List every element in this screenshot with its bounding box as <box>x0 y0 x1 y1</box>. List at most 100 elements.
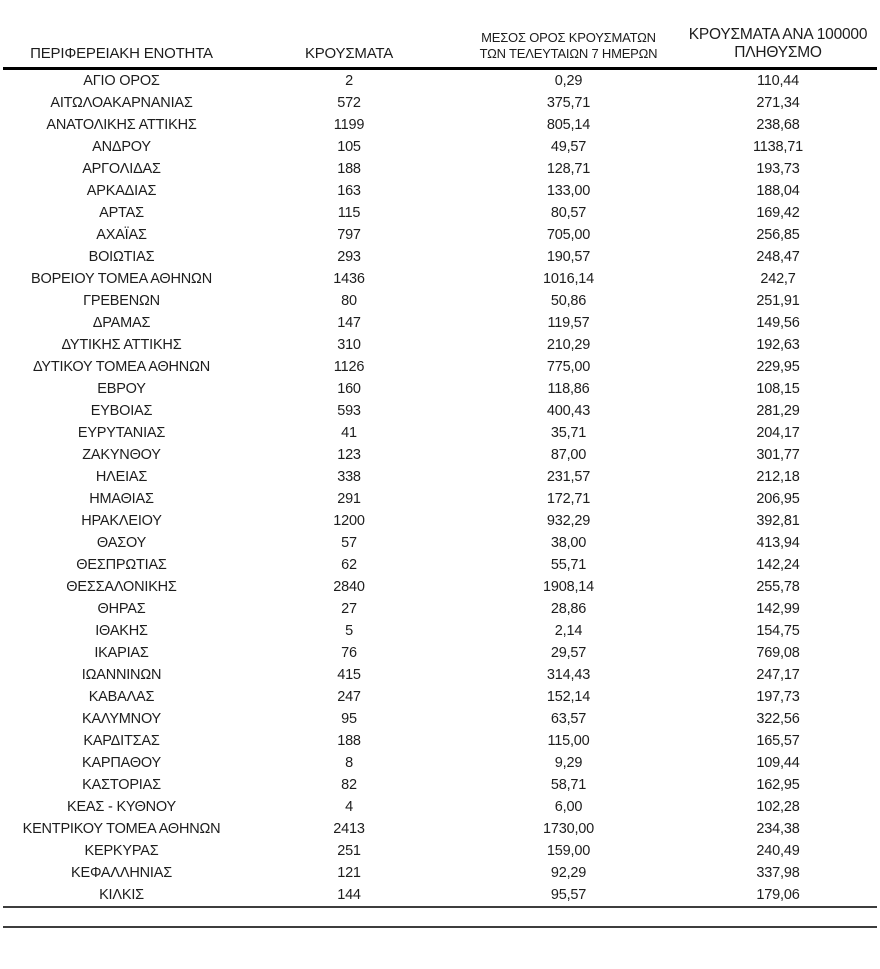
header-cases-label: ΚΡΟΥΣΜΑΤΑ <box>304 45 394 62</box>
table-row: ΒΟΙΩΤΙΑΣ 293 190,57 248,47 <box>3 246 877 268</box>
region-cell: ΑΝΑΤΟΛΙΚΗΣ ΑΤΤΙΚΗΣ <box>46 117 197 133</box>
table-row: ΗΜΑΘΙΑΣ 291 172,71 206,95 <box>3 488 877 510</box>
table-row: ΚΕΝΤΡΙΚΟΥ ΤΟΜΕΑ ΑΘΗΝΩΝ 2413 1730,00 234,… <box>3 818 877 840</box>
avg7-cell: 58,71 <box>550 777 587 793</box>
avg7-cell: 115,00 <box>547 733 590 749</box>
region-cell: ΚΕΦΑΛΛΗΝΙΑΣ <box>71 865 172 881</box>
per100k-cell: 212,18 <box>756 469 800 485</box>
avg7-cell: 118,86 <box>547 381 590 397</box>
cases-cell: 2840 <box>333 579 365 595</box>
table-row: ΒΟΡΕΙΟΥ ΤΟΜΕΑ ΑΘΗΝΩΝ 1436 1016,14 242,7 <box>3 268 877 290</box>
region-cell: ΓΡΕΒΕΝΩΝ <box>83 293 160 309</box>
avg7-cell: 63,57 <box>550 711 587 727</box>
cases-cell: 251 <box>337 843 361 859</box>
region-cell: ΑΡΤΑΣ <box>99 205 144 221</box>
per100k-cell: 179,06 <box>679 884 877 908</box>
avg7-cell: 9,29 <box>554 755 583 771</box>
region-cell: ΙΘΑΚΗΣ <box>95 623 148 639</box>
cases-cell: 188 <box>337 733 361 749</box>
table-row: ΔΥΤΙΚΟΥ ΤΟΜΕΑ ΑΘΗΝΩΝ 1126 775,00 229,95 <box>3 356 877 378</box>
avg7-cell: 28,86 <box>550 601 587 617</box>
avg7-cell: 95,57 <box>458 884 679 908</box>
avg7-cell: 775,00 <box>546 359 591 375</box>
avg7-cell: 805,14 <box>546 117 591 133</box>
per100k-cell: 149,56 <box>756 315 800 331</box>
per100k-cell: 238,68 <box>756 117 800 133</box>
region-cell: ΕΒΡΟΥ <box>97 381 146 397</box>
region-cell: ΒΟΙΩΤΙΑΣ <box>88 249 155 265</box>
cases-cell: 144 <box>240 884 458 908</box>
table-row: ΑΡΚΑΔΙΑΣ 163 133,00 188,04 <box>3 180 877 202</box>
avg7-cell: 29,57 <box>550 645 587 661</box>
table-row: ΕΥΒΟΙΑΣ 593 400,43 281,29 <box>3 400 877 422</box>
table-row: ΚΕΑΣ - ΚΥΘΝΟΥ 4 6,00 102,28 <box>3 796 877 818</box>
per100k-cell: 142,24 <box>756 557 800 573</box>
cases-cell: 247 <box>337 689 361 705</box>
header-region-label: ΠΕΡΙΦΕΡΕΙΑΚΗ ΕΝΟΤΗΤΑ <box>30 45 213 62</box>
cases-cell: 1436 <box>333 271 365 287</box>
region-cell: ΔΥΤΙΚΗΣ ΑΤΤΙΚΗΣ <box>61 337 182 353</box>
region-cell: ΚΙΛΚΙΣ <box>3 884 240 908</box>
per100k-cell: 206,95 <box>756 491 800 507</box>
table-row: ΖΑΚΥΝΘΟΥ 123 87,00 301,77 <box>3 444 877 466</box>
region-cell: ΘΕΣΣΑΛΟΝΙΚΗΣ <box>66 579 177 595</box>
avg7-cell: 35,71 <box>550 425 587 441</box>
table-row: ΑΡΤΑΣ 115 80,57 169,42 <box>3 202 877 224</box>
per100k-cell: 281,29 <box>756 403 800 419</box>
region-cell: ΘΑΣΟΥ <box>96 535 147 551</box>
per100k-cell: 193,73 <box>756 161 800 177</box>
per100k-cell: 413,94 <box>756 535 800 551</box>
table-row: ΑΡΓΟΛΙΔΑΣ 188 128,71 193,73 <box>3 158 877 180</box>
table-row: ΓΡΕΒΕΝΩΝ 80 50,86 251,91 <box>3 290 877 312</box>
avg7-cell: 932,29 <box>546 513 591 529</box>
region-cell: ΚΑΛΥΜΝΟΥ <box>81 711 162 727</box>
table-row: ΚΙΛΚΙΣ 144 95,57 179,06 <box>3 884 877 908</box>
avg7-cell: 231,57 <box>546 469 591 485</box>
per100k-cell: 142,99 <box>756 601 800 617</box>
avg7-cell: 210,29 <box>546 337 591 353</box>
avg7-cell: 38,00 <box>550 535 587 551</box>
bottom-divider <box>3 926 877 928</box>
table-row: ΗΛΕΙΑΣ 338 231,57 212,18 <box>3 466 877 488</box>
region-cell: ΔΡΑΜΑΣ <box>92 315 151 331</box>
cases-cell: 188 <box>337 161 361 177</box>
avg7-cell: 314,43 <box>546 667 591 683</box>
region-cell: ΑΡΚΑΔΙΑΣ <box>86 183 157 199</box>
region-cell: ΑΙΤΩΛΟΑΚΑΡΝΑΝΙΑΣ <box>50 95 193 111</box>
cases-cell: 147 <box>337 315 361 331</box>
avg7-cell: 6,00 <box>554 799 583 815</box>
header-7day-average-line1: ΜΕΣΟΣ ΟΡΟΣ ΚΡΟΥΣΜΑΤΩΝ <box>481 30 656 45</box>
region-cell: ΙΚΑΡΙΑΣ <box>94 645 149 661</box>
table-row: ΘΗΡΑΣ 27 28,86 142,99 <box>3 598 877 620</box>
region-cell: ΗΡΑΚΛΕΙΟΥ <box>81 513 162 529</box>
avg7-cell: 705,00 <box>546 227 591 243</box>
header-per-100k-line1: ΚΡΟΥΣΜΑΤΑ ΑΝΑ 100000 <box>688 26 868 43</box>
table-row: ΚΕΦΑΛΛΗΝΙΑΣ 121 92,29 337,98 <box>3 862 877 884</box>
region-cell: ΑΓΙΟ ΟΡΟΣ <box>83 73 160 89</box>
per100k-cell: 247,17 <box>756 667 800 683</box>
region-cell: ΑΧΑΪΑΣ <box>96 227 147 243</box>
cases-cell: 62 <box>341 557 357 573</box>
per100k-cell: 192,63 <box>756 337 800 353</box>
avg7-cell: 190,57 <box>546 249 591 265</box>
region-cell: ΘΕΣΠΡΩΤΙΑΣ <box>76 557 167 573</box>
table-row: ΙΘΑΚΗΣ 5 2,14 154,75 <box>3 620 877 642</box>
table-row: ΚΑΣΤΟΡΙΑΣ 82 58,71 162,95 <box>3 774 877 796</box>
header-per-100k-line2: ΠΛΗΘΥΣΜΟ <box>734 44 822 61</box>
per100k-cell: 337,98 <box>756 865 800 881</box>
per100k-cell: 240,49 <box>756 843 800 859</box>
region-cell: ΚΑΡΠΑΘΟΥ <box>81 755 161 771</box>
cases-cell: 293 <box>337 249 361 265</box>
region-cell: ΒΟΡΕΙΟΥ ΤΟΜΕΑ ΑΘΗΝΩΝ <box>31 271 212 287</box>
cases-cell: 57 <box>341 535 357 551</box>
table-header: ΠΕΡΙΦΕΡΕΙΑΚΗ ΕΝΟΤΗΤΑ ΚΡΟΥΣΜΑΤΑ ΜΕΣΟΣ ΟΡΟ… <box>3 26 877 70</box>
cases-cell: 291 <box>337 491 361 507</box>
avg7-cell: 375,71 <box>546 95 591 111</box>
avg7-cell: 1730,00 <box>542 821 594 837</box>
avg7-cell: 1016,14 <box>542 271 594 287</box>
region-cell: ΑΡΓΟΛΙΔΑΣ <box>82 161 161 177</box>
per100k-cell: 242,7 <box>760 271 796 287</box>
table-row: ΚΑΡΠΑΘΟΥ 8 9,29 109,44 <box>3 752 877 774</box>
cases-cell: 80 <box>341 293 357 309</box>
